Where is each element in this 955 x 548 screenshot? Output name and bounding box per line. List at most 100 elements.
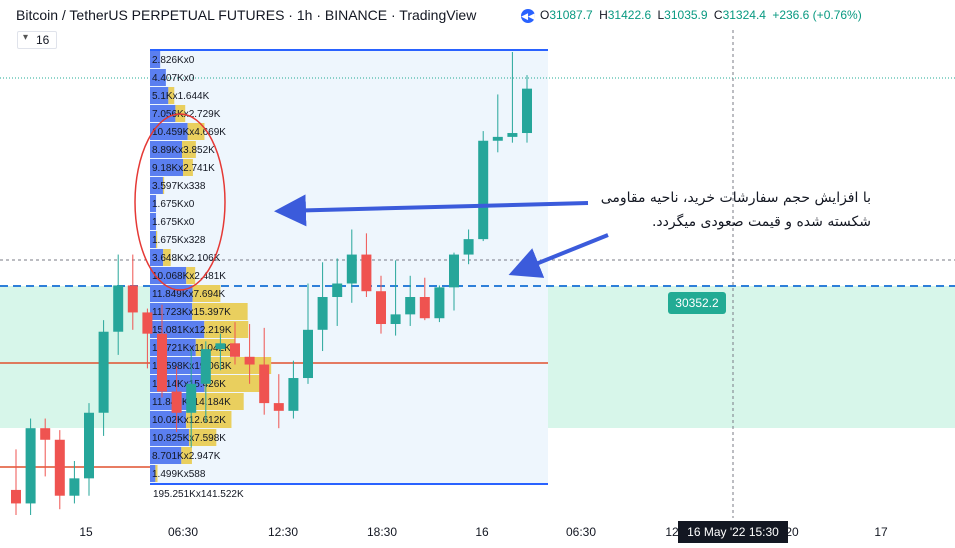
profile-sell-bar: [182, 141, 196, 158]
candle: [25, 418, 36, 515]
profile-sell-bar: [192, 303, 248, 320]
candle: [186, 349, 197, 448]
candle-body: [273, 403, 284, 411]
profile-row-label: 12.721Kx11.042K: [152, 343, 231, 354]
arrow-to-profile: [274, 194, 589, 227]
x-tick-label: 18:30: [366, 525, 398, 539]
profile-buy-bar: [150, 195, 157, 212]
profile-row-label: 1.675Kx0: [152, 199, 195, 210]
candle: [98, 320, 109, 436]
candle: [11, 449, 21, 515]
interval-value: 16: [36, 33, 50, 47]
profile-row-label: 1.675Kx328: [152, 235, 206, 246]
candle: [69, 460, 80, 504]
candle: [127, 254, 138, 330]
profile-row-label: 10.02Kx12.612K: [152, 415, 226, 426]
profile-row-label: 10.825Kx7.598K: [152, 433, 226, 444]
profile-buy-bar: [150, 177, 163, 194]
candle: [317, 262, 328, 352]
candle: [259, 327, 270, 415]
profile-row-label: 1.675Kx0: [152, 217, 195, 228]
x-tick-label: 06:30: [167, 525, 199, 539]
candle-body: [244, 356, 255, 365]
profile-sell-bar: [187, 123, 205, 140]
candle: [84, 403, 94, 496]
rewind-icon[interactable]: ◀◀: [521, 9, 535, 23]
candle: [434, 285, 445, 323]
candle: [332, 258, 343, 326]
x-tick-label: 16: [475, 525, 489, 539]
profile-row-label: 15.081Kx12.219K: [152, 325, 232, 336]
chevron-down-icon[interactable]: ▾: [23, 32, 29, 43]
profile-buy-bar: [150, 447, 182, 464]
low-label: L: [657, 8, 665, 22]
candle-body: [288, 378, 299, 411]
candle: [171, 366, 182, 433]
profile-buy-bar: [150, 159, 184, 176]
profile-sell-bar: [181, 447, 192, 464]
profile-buy-bar: [150, 429, 189, 446]
x-tick-label: 12: [665, 525, 679, 539]
profile-row-label: 8.89Kx3.852K: [152, 145, 215, 156]
x-tick-label: 17: [874, 525, 888, 539]
change-value: +236.6 (+0.76%): [772, 8, 862, 22]
profile-sell-bar: [163, 249, 171, 266]
profile-sell-bar: [168, 87, 175, 104]
candle-body: [463, 239, 474, 255]
interval-selector[interactable]: ▾ 16: [17, 31, 57, 49]
candle-body: [478, 140, 489, 240]
profile-row-label: 11.723Kx15.397K: [152, 307, 231, 318]
x-tick-label: 06:30: [565, 525, 597, 539]
low-value: 31035.9: [664, 8, 708, 22]
candle: [230, 322, 240, 365]
candle-body: [200, 349, 211, 384]
candle-body: [317, 297, 328, 330]
candle-body: [11, 489, 21, 504]
candle: [405, 275, 416, 326]
profile-row-label: 9.18Kx2.741K: [152, 163, 215, 174]
candle: [419, 277, 430, 321]
candle-body: [40, 428, 51, 440]
profile-row-label: 3.648Kx2.106K: [152, 253, 221, 264]
profile-buy-bar: [150, 51, 161, 68]
profile-sell-bar: [192, 285, 221, 302]
high-label: H: [599, 8, 608, 22]
candle-body: [84, 412, 94, 479]
profile-buy-bar: [150, 87, 169, 104]
candle-body: [186, 383, 197, 413]
candle: [142, 308, 153, 369]
profile-sell-bar: [204, 321, 249, 338]
open-label: O: [540, 8, 550, 22]
candle-body: [492, 136, 503, 141]
candle-body: [157, 333, 167, 392]
profile-row-label: 14.598Kx19.063K: [152, 361, 232, 372]
candle-body: [98, 331, 109, 413]
candle-body: [215, 343, 226, 350]
candle: [463, 229, 474, 265]
candle-body: [405, 297, 416, 315]
profile-row-label: 10.459Kx4.669K: [152, 127, 226, 138]
candle-body: [69, 478, 80, 496]
profile-sell-bar: [188, 429, 217, 446]
x-tick-label: 15: [79, 525, 93, 539]
profile-row-label: 8.701Kx2.947K: [152, 451, 221, 462]
candle: [449, 252, 459, 311]
profile-row-label: 1.499Kx588: [152, 469, 206, 480]
candle: [507, 52, 518, 143]
profile-sell-bar: [156, 231, 158, 248]
candle: [478, 131, 489, 242]
candle: [522, 75, 532, 143]
annotation-text: با افزایش حجم سفارشات خرید، ناحیه مقاومی…: [601, 186, 871, 234]
x-tick-label: 12:30: [267, 525, 299, 539]
x-tick-label: 20: [785, 525, 799, 539]
profile-row-label: 11.849Kx7.694K: [152, 289, 226, 300]
annotation-line-2: شکسته شده و قیمت صعودی میگردد.: [651, 214, 871, 230]
candle: [390, 260, 401, 336]
candle-body: [142, 312, 153, 334]
profile-sell-bar: [204, 375, 261, 392]
candle: [288, 360, 299, 419]
candle: [361, 233, 372, 298]
candle: [273, 374, 284, 429]
profile-buy-bar: [150, 393, 193, 410]
